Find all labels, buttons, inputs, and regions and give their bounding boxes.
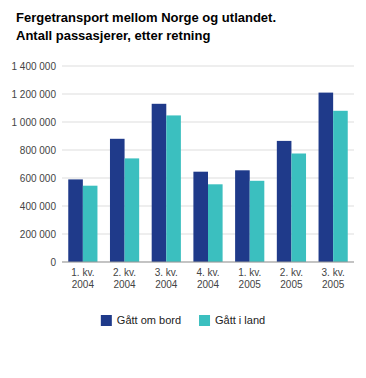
- x-tick-label-line: 1. kv.: [71, 267, 94, 278]
- x-tick-label-line: 3. kv.: [155, 267, 178, 278]
- x-tick-label-line: 2. kv.: [280, 267, 303, 278]
- bar: [319, 93, 334, 262]
- legend-label: Gått i land: [215, 314, 265, 326]
- bar: [68, 179, 83, 262]
- bar: [83, 186, 98, 262]
- x-tick-label-line: 2004: [197, 279, 220, 290]
- x-tick-label: 2. kv.2004: [113, 267, 136, 290]
- bar: [166, 115, 181, 262]
- y-tick-label: 1 000 000: [12, 117, 57, 128]
- y-tick-label: 200 000: [20, 229, 57, 240]
- x-tick-label-line: 2005: [280, 279, 303, 290]
- chart-svg: Fergetransport mellom Norge og utlandet.…: [0, 0, 366, 378]
- x-tick-label: 1. kv.2005: [238, 267, 261, 290]
- x-tick-label-line: 4. kv.: [196, 267, 219, 278]
- grid-line: [62, 94, 354, 95]
- legend-label: Gått om bord: [117, 314, 181, 326]
- legend-item: Gått om bord: [101, 314, 181, 326]
- grid-line: [62, 122, 354, 123]
- legend: Gått om bord Gått i land: [101, 314, 265, 326]
- x-tick-label: 1. kv.2004: [71, 267, 94, 290]
- x-tick-label-line: 2005: [239, 279, 262, 290]
- x-tick-label: 3. kv.2005: [322, 267, 345, 290]
- grid-line: [62, 66, 354, 67]
- bar: [110, 139, 125, 262]
- x-tick-label-line: 2004: [113, 279, 136, 290]
- y-axis: 0 200 000 400 000 600 000 800 000 1 000 000 1 …: [12, 61, 355, 268]
- x-tick-label: 4. kv.2004: [196, 267, 219, 290]
- x-tick-label-line: 2004: [72, 279, 95, 290]
- legend-swatch: [199, 315, 210, 326]
- bar: [235, 170, 250, 262]
- y-tick-label: 800 000: [20, 145, 57, 156]
- y-tick-label: 1 200 000: [12, 89, 57, 100]
- bar: [277, 141, 292, 262]
- x-tick-label-line: 2005: [322, 279, 345, 290]
- bar: [250, 181, 265, 262]
- x-tick-label: 2. kv.2005: [280, 267, 303, 290]
- bars: [68, 93, 347, 262]
- title: Fergetransport mellom Norge og utlandet.: [16, 10, 276, 25]
- grid-line: [62, 150, 354, 151]
- y-tick-label: 600 000: [20, 173, 57, 184]
- grid-line: [62, 262, 354, 263]
- x-axis: 1. kv.20042. kv.20043. kv.20044. kv.2004…: [71, 267, 344, 290]
- bar: [208, 184, 223, 262]
- bar: [333, 111, 348, 262]
- bar: [125, 158, 140, 262]
- x-tick-label: 3. kv.2004: [155, 267, 178, 290]
- bar: [193, 172, 208, 262]
- x-tick-label-line: 1. kv.: [238, 267, 261, 278]
- x-tick-label-line: 2. kv.: [113, 267, 136, 278]
- y-tick-label: 0: [50, 257, 56, 268]
- y-tick-label: 1 400 000: [12, 61, 57, 72]
- x-tick-label-line: 2004: [155, 279, 178, 290]
- legend-swatch: [101, 315, 112, 326]
- bar: [152, 104, 167, 262]
- chart-container: Fergetransport mellom Norge og utlandet.…: [0, 0, 366, 378]
- x-tick-label-line: 3. kv.: [322, 267, 345, 278]
- bar: [291, 154, 306, 263]
- legend-item: Gått i land: [199, 314, 265, 326]
- subtitle: Antall passasjerer, etter retning: [16, 28, 210, 43]
- y-tick-label: 400 000: [20, 201, 57, 212]
- x-axis-line: [62, 262, 354, 263]
